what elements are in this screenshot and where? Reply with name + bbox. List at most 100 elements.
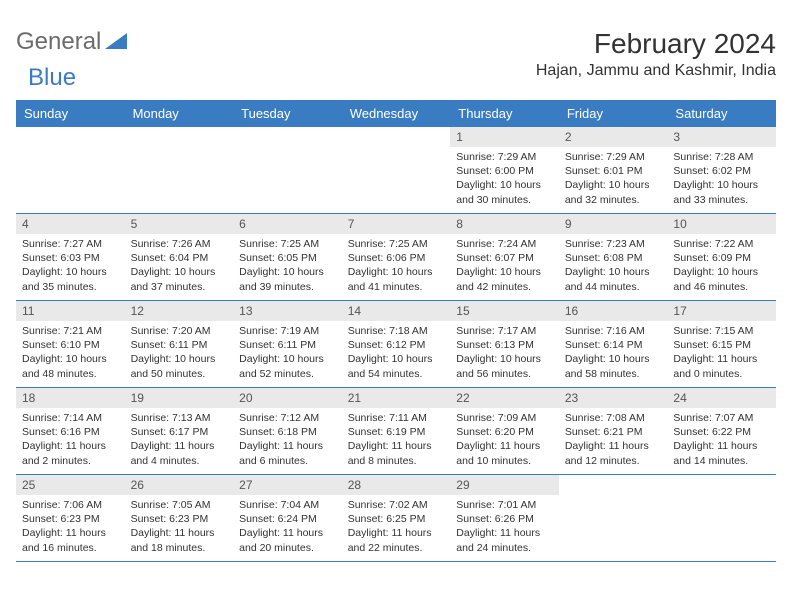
day-number: 21	[342, 388, 451, 408]
day-cell: 20Sunrise: 7:12 AMSunset: 6:18 PMDayligh…	[233, 388, 342, 474]
day-info: Sunrise: 7:28 AMSunset: 6:02 PMDaylight:…	[667, 147, 776, 211]
day-info: Sunrise: 7:23 AMSunset: 6:08 PMDaylight:…	[559, 234, 668, 298]
day-cell: 19Sunrise: 7:13 AMSunset: 6:17 PMDayligh…	[125, 388, 234, 474]
day-cell: 14Sunrise: 7:18 AMSunset: 6:12 PMDayligh…	[342, 301, 451, 387]
weekday-mon: Monday	[125, 100, 234, 127]
day-info: Sunrise: 7:07 AMSunset: 6:22 PMDaylight:…	[667, 408, 776, 472]
day-number: 11	[16, 301, 125, 321]
weekday-thu: Thursday	[450, 100, 559, 127]
weekday-sat: Saturday	[667, 100, 776, 127]
day-number: 19	[125, 388, 234, 408]
day-number: 5	[125, 214, 234, 234]
brand-word1: General	[16, 28, 101, 56]
day-number	[342, 127, 451, 147]
day-number: 10	[667, 214, 776, 234]
day-number: 16	[559, 301, 668, 321]
day-number: 3	[667, 127, 776, 147]
day-number: 18	[16, 388, 125, 408]
brand-logo: General	[16, 28, 129, 56]
day-cell	[125, 127, 234, 213]
day-info: Sunrise: 7:27 AMSunset: 6:03 PMDaylight:…	[16, 234, 125, 298]
calendar: Sunday Monday Tuesday Wednesday Thursday…	[16, 100, 776, 562]
day-cell: 27Sunrise: 7:04 AMSunset: 6:24 PMDayligh…	[233, 475, 342, 561]
day-info: Sunrise: 7:08 AMSunset: 6:21 PMDaylight:…	[559, 408, 668, 472]
day-info: Sunrise: 7:29 AMSunset: 6:00 PMDaylight:…	[450, 147, 559, 211]
day-info: Sunrise: 7:25 AMSunset: 6:06 PMDaylight:…	[342, 234, 451, 298]
day-number: 6	[233, 214, 342, 234]
day-cell: 22Sunrise: 7:09 AMSunset: 6:20 PMDayligh…	[450, 388, 559, 474]
brand-triangle-icon	[105, 28, 127, 56]
day-number: 25	[16, 475, 125, 495]
day-info: Sunrise: 7:04 AMSunset: 6:24 PMDaylight:…	[233, 495, 342, 559]
day-info: Sunrise: 7:05 AMSunset: 6:23 PMDaylight:…	[125, 495, 234, 559]
day-cell: 10Sunrise: 7:22 AMSunset: 6:09 PMDayligh…	[667, 214, 776, 300]
day-cell	[559, 475, 668, 561]
day-info: Sunrise: 7:17 AMSunset: 6:13 PMDaylight:…	[450, 321, 559, 385]
day-number: 12	[125, 301, 234, 321]
day-number: 7	[342, 214, 451, 234]
day-cell: 28Sunrise: 7:02 AMSunset: 6:25 PMDayligh…	[342, 475, 451, 561]
day-number	[16, 127, 125, 147]
day-info: Sunrise: 7:12 AMSunset: 6:18 PMDaylight:…	[233, 408, 342, 472]
day-cell: 7Sunrise: 7:25 AMSunset: 6:06 PMDaylight…	[342, 214, 451, 300]
day-info: Sunrise: 7:18 AMSunset: 6:12 PMDaylight:…	[342, 321, 451, 385]
day-cell	[342, 127, 451, 213]
day-cell: 17Sunrise: 7:15 AMSunset: 6:15 PMDayligh…	[667, 301, 776, 387]
day-number: 4	[16, 214, 125, 234]
day-cell: 24Sunrise: 7:07 AMSunset: 6:22 PMDayligh…	[667, 388, 776, 474]
day-info: Sunrise: 7:29 AMSunset: 6:01 PMDaylight:…	[559, 147, 668, 211]
day-cell: 16Sunrise: 7:16 AMSunset: 6:14 PMDayligh…	[559, 301, 668, 387]
day-number: 8	[450, 214, 559, 234]
weekday-tue: Tuesday	[233, 100, 342, 127]
day-info: Sunrise: 7:01 AMSunset: 6:26 PMDaylight:…	[450, 495, 559, 559]
day-cell: 2Sunrise: 7:29 AMSunset: 6:01 PMDaylight…	[559, 127, 668, 213]
day-info: Sunrise: 7:21 AMSunset: 6:10 PMDaylight:…	[16, 321, 125, 385]
day-number: 26	[125, 475, 234, 495]
day-number: 9	[559, 214, 668, 234]
week-row: 25Sunrise: 7:06 AMSunset: 6:23 PMDayligh…	[16, 475, 776, 562]
day-info: Sunrise: 7:13 AMSunset: 6:17 PMDaylight:…	[125, 408, 234, 472]
day-cell: 29Sunrise: 7:01 AMSunset: 6:26 PMDayligh…	[450, 475, 559, 561]
day-number: 2	[559, 127, 668, 147]
day-number: 23	[559, 388, 668, 408]
day-cell: 3Sunrise: 7:28 AMSunset: 6:02 PMDaylight…	[667, 127, 776, 213]
day-cell: 6Sunrise: 7:25 AMSunset: 6:05 PMDaylight…	[233, 214, 342, 300]
weekday-sun: Sunday	[16, 100, 125, 127]
day-number: 13	[233, 301, 342, 321]
day-number: 27	[233, 475, 342, 495]
day-cell: 15Sunrise: 7:17 AMSunset: 6:13 PMDayligh…	[450, 301, 559, 387]
day-cell: 23Sunrise: 7:08 AMSunset: 6:21 PMDayligh…	[559, 388, 668, 474]
day-cell	[667, 475, 776, 561]
day-number	[125, 127, 234, 147]
day-info: Sunrise: 7:15 AMSunset: 6:15 PMDaylight:…	[667, 321, 776, 385]
month-title: February 2024	[536, 28, 776, 60]
week-row: 4Sunrise: 7:27 AMSunset: 6:03 PMDaylight…	[16, 214, 776, 301]
day-cell: 1Sunrise: 7:29 AMSunset: 6:00 PMDaylight…	[450, 127, 559, 213]
weekday-wed: Wednesday	[342, 100, 451, 127]
brand-word2-wrap: Blue	[16, 64, 776, 92]
day-number	[559, 475, 668, 495]
day-cell	[16, 127, 125, 213]
weeks-container: 1Sunrise: 7:29 AMSunset: 6:00 PMDaylight…	[16, 127, 776, 562]
day-info: Sunrise: 7:26 AMSunset: 6:04 PMDaylight:…	[125, 234, 234, 298]
day-number: 24	[667, 388, 776, 408]
day-number	[233, 127, 342, 147]
day-number: 22	[450, 388, 559, 408]
day-info: Sunrise: 7:14 AMSunset: 6:16 PMDaylight:…	[16, 408, 125, 472]
day-number: 17	[667, 301, 776, 321]
day-cell: 12Sunrise: 7:20 AMSunset: 6:11 PMDayligh…	[125, 301, 234, 387]
day-info: Sunrise: 7:02 AMSunset: 6:25 PMDaylight:…	[342, 495, 451, 559]
day-cell: 9Sunrise: 7:23 AMSunset: 6:08 PMDaylight…	[559, 214, 668, 300]
day-number: 20	[233, 388, 342, 408]
week-row: 18Sunrise: 7:14 AMSunset: 6:16 PMDayligh…	[16, 388, 776, 475]
weekday-header: Sunday Monday Tuesday Wednesday Thursday…	[16, 100, 776, 127]
day-number	[667, 475, 776, 495]
week-row: 11Sunrise: 7:21 AMSunset: 6:10 PMDayligh…	[16, 301, 776, 388]
day-info: Sunrise: 7:20 AMSunset: 6:11 PMDaylight:…	[125, 321, 234, 385]
day-cell: 26Sunrise: 7:05 AMSunset: 6:23 PMDayligh…	[125, 475, 234, 561]
day-info: Sunrise: 7:25 AMSunset: 6:05 PMDaylight:…	[233, 234, 342, 298]
day-cell: 25Sunrise: 7:06 AMSunset: 6:23 PMDayligh…	[16, 475, 125, 561]
day-cell: 8Sunrise: 7:24 AMSunset: 6:07 PMDaylight…	[450, 214, 559, 300]
weekday-fri: Friday	[559, 100, 668, 127]
day-number: 29	[450, 475, 559, 495]
